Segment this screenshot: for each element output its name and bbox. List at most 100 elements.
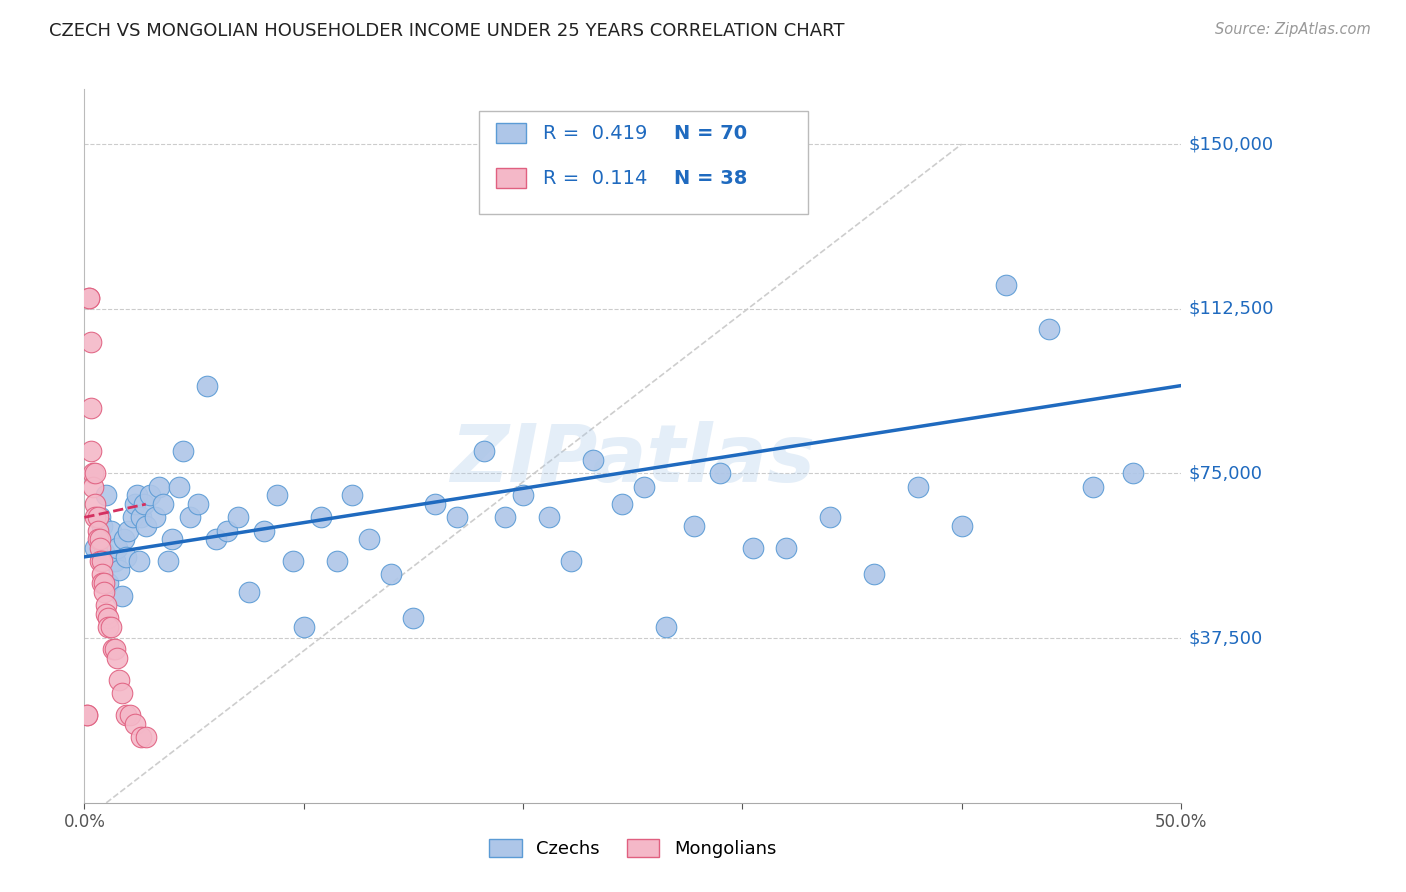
Point: [97, 620, 120, 634]
Point: [108, 673, 131, 687]
Point: [135, 519, 157, 533]
Point: [309, 510, 332, 524]
Point: [100, 524, 122, 538]
Point: [425, 497, 447, 511]
Point: [104, 642, 127, 657]
Point: [112, 533, 135, 547]
Point: [90, 576, 112, 591]
Point: [124, 716, 146, 731]
Point: [89, 510, 111, 524]
Point: [167, 480, 190, 494]
Point: [266, 488, 288, 502]
Text: N = 38: N = 38: [675, 169, 748, 188]
Point: [143, 510, 166, 524]
Point: [950, 519, 973, 533]
Point: [115, 708, 138, 723]
Point: [709, 467, 731, 481]
Point: [446, 510, 468, 524]
Point: [101, 642, 124, 657]
Point: [90, 567, 112, 582]
Point: [124, 497, 146, 511]
Point: [683, 519, 706, 533]
Point: [495, 510, 517, 524]
Point: [775, 541, 797, 555]
Point: [115, 549, 138, 564]
Point: [76, 708, 98, 723]
Point: [1122, 467, 1144, 481]
Point: [1038, 321, 1060, 335]
Point: [380, 567, 402, 582]
Text: R =  0.114: R = 0.114: [543, 169, 647, 188]
Point: [77, 291, 100, 305]
Point: [89, 533, 111, 547]
Point: [172, 444, 194, 458]
Point: [120, 708, 142, 723]
Point: [77, 291, 100, 305]
Point: [86, 533, 108, 547]
FancyBboxPatch shape: [496, 169, 526, 188]
Point: [89, 554, 111, 568]
Point: [238, 585, 260, 599]
Point: [96, 607, 118, 621]
Point: [907, 480, 929, 494]
Point: [93, 576, 115, 591]
Point: [139, 488, 162, 502]
Point: [104, 554, 127, 568]
Point: [125, 488, 148, 502]
Point: [205, 533, 228, 547]
Point: [131, 730, 153, 744]
Point: [226, 510, 249, 524]
Point: [84, 510, 107, 524]
Text: ZIPatlas: ZIPatlas: [450, 421, 815, 500]
FancyBboxPatch shape: [479, 111, 808, 214]
Point: [86, 510, 108, 524]
Point: [96, 488, 118, 502]
Point: [96, 598, 118, 612]
Point: [105, 651, 128, 665]
Point: [610, 497, 633, 511]
Point: [281, 554, 304, 568]
Text: $37,500: $37,500: [1188, 629, 1263, 647]
Point: [101, 554, 124, 568]
Point: [82, 480, 104, 494]
Point: [340, 488, 363, 502]
Point: [93, 545, 115, 559]
Point: [1083, 480, 1105, 494]
Point: [215, 524, 238, 538]
Point: [90, 554, 112, 568]
Point: [128, 554, 150, 568]
Point: [97, 576, 120, 591]
Point: [86, 524, 108, 538]
Point: [84, 541, 107, 555]
Point: [512, 488, 534, 502]
Point: [105, 541, 128, 555]
Point: [117, 524, 139, 538]
Point: [76, 708, 98, 723]
Point: [89, 541, 111, 555]
Point: [131, 510, 153, 524]
Point: [148, 480, 170, 494]
Point: [82, 467, 104, 481]
Point: [359, 533, 381, 547]
Point: [994, 277, 1017, 292]
Point: [654, 620, 676, 634]
Text: $75,000: $75,000: [1188, 465, 1263, 483]
Point: [97, 611, 120, 625]
Point: [111, 686, 134, 700]
Legend: Czechs, Mongolians: Czechs, Mongolians: [482, 831, 783, 865]
Point: [292, 620, 315, 634]
Point: [80, 334, 103, 349]
Point: [80, 401, 103, 415]
Point: [187, 497, 209, 511]
Point: [325, 554, 347, 568]
Point: [472, 444, 495, 458]
Point: [402, 611, 425, 625]
Point: [818, 510, 841, 524]
Point: [560, 554, 582, 568]
Point: [582, 453, 605, 467]
Point: [742, 541, 765, 555]
Point: [111, 590, 134, 604]
Point: [93, 585, 115, 599]
Point: [863, 567, 886, 582]
Point: [84, 497, 107, 511]
